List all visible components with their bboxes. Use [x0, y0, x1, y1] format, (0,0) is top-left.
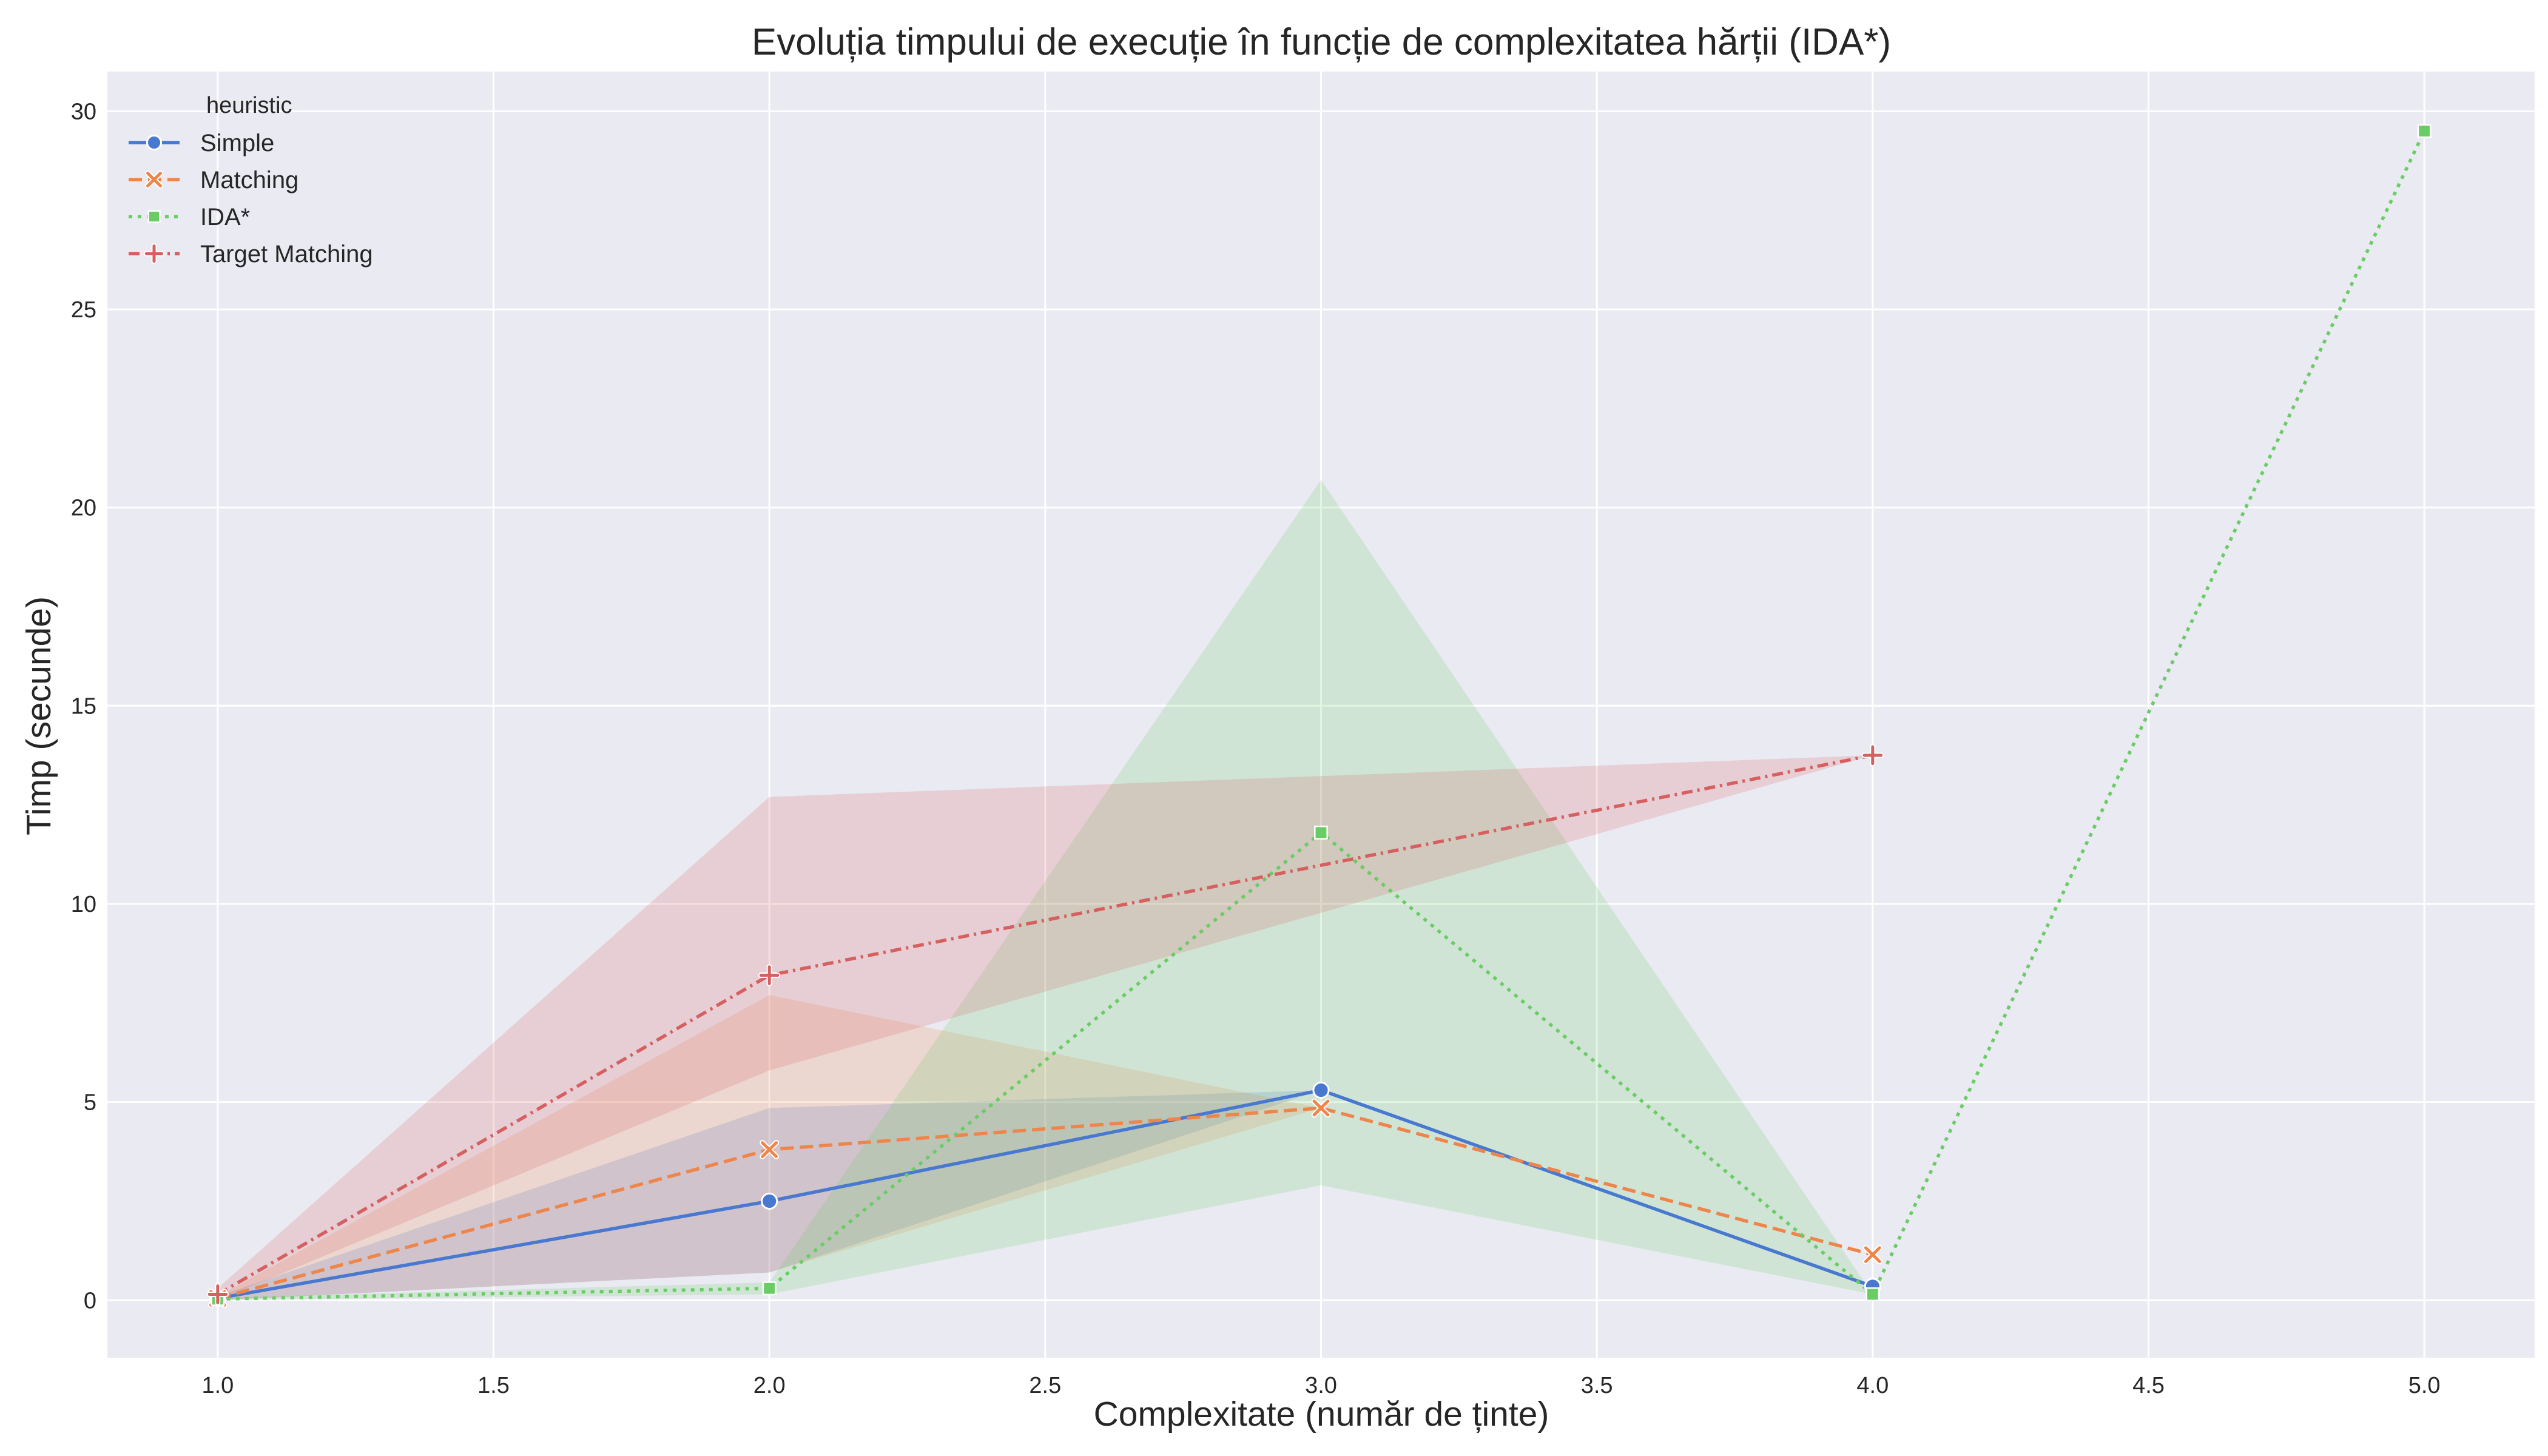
y-tick-labels: 0 5 10 15 20 25 30	[71, 99, 96, 1313]
legend-marker	[147, 210, 161, 223]
ida-point	[1866, 1287, 1880, 1301]
target-matching-confidence-band	[217, 755, 1873, 1301]
y-axis-label: Timp (secunde)	[19, 596, 58, 835]
y-tick-label: 30	[71, 99, 96, 124]
target-matching-point	[206, 1283, 229, 1306]
x-tick-labels: 1.0 1.5 2.0 2.5 3.0 3.5 4.0 4.5 5.0	[201, 1373, 2440, 1398]
chart-title: Evoluția timpului de execuție în funcție…	[752, 21, 1891, 63]
x-axis-label: Complexitate (număr de ținte)	[1094, 1395, 1549, 1434]
simple-line	[217, 1088, 1873, 1300]
x-tick-label: 4.0	[1856, 1373, 1889, 1398]
matching-point	[760, 1140, 780, 1159]
legend-marker	[146, 134, 163, 151]
x-tick-label: 5.0	[2408, 1373, 2441, 1398]
target-matching-point	[1861, 744, 1884, 767]
x-tick-label: 4.5	[2132, 1373, 2165, 1398]
legend-label: Matching	[200, 167, 298, 194]
y-tick-label: 25	[71, 297, 96, 323]
target-matching-point	[758, 964, 781, 986]
legend-item-ida: IDA*	[129, 204, 250, 231]
series-markers	[206, 124, 2432, 1308]
legend-label: Target Matching	[200, 241, 373, 268]
legend-item-target-matching: Target Matching	[129, 241, 373, 268]
simple-point	[761, 1192, 778, 1210]
x-tick-label: 3.5	[1581, 1373, 1613, 1398]
simple-point	[1312, 1081, 1330, 1099]
x-tick-label: 2.0	[753, 1373, 786, 1398]
legend-marker	[143, 243, 165, 265]
legend-label: Simple	[200, 130, 274, 157]
matching-line	[217, 1106, 1873, 1300]
legend-item-matching: Matching	[129, 167, 298, 194]
legend-title: heuristic	[206, 93, 292, 118]
y-tick-label: 0	[84, 1288, 96, 1313]
ida-point	[2417, 124, 2432, 138]
ida-point	[1314, 825, 1328, 840]
x-tick-label: 1.0	[201, 1373, 234, 1398]
matching-point	[1311, 1098, 1331, 1118]
legend-label: IDA*	[200, 204, 250, 231]
x-tick-label: 1.5	[477, 1373, 510, 1398]
y-tick-label: 15	[71, 693, 96, 719]
matching-point	[1862, 1245, 1882, 1265]
y-tick-label: 5	[84, 1090, 96, 1116]
simple-confidence-band	[217, 1090, 1873, 1301]
target-matching-line	[217, 753, 1873, 1296]
x-tick-label: 2.5	[1029, 1373, 1061, 1398]
legend-marker	[145, 170, 163, 189]
ida-point	[762, 1281, 777, 1296]
x-tick-label: 3.0	[1305, 1373, 1337, 1398]
y-tick-label: 20	[71, 496, 96, 521]
grid	[107, 72, 2535, 1358]
legend: heuristic Simple Matching IDA* Target Match…	[129, 93, 373, 268]
ida-confidence-band	[217, 130, 2425, 1301]
y-tick-label: 10	[71, 892, 96, 917]
legend-item-simple: Simple	[129, 130, 274, 157]
